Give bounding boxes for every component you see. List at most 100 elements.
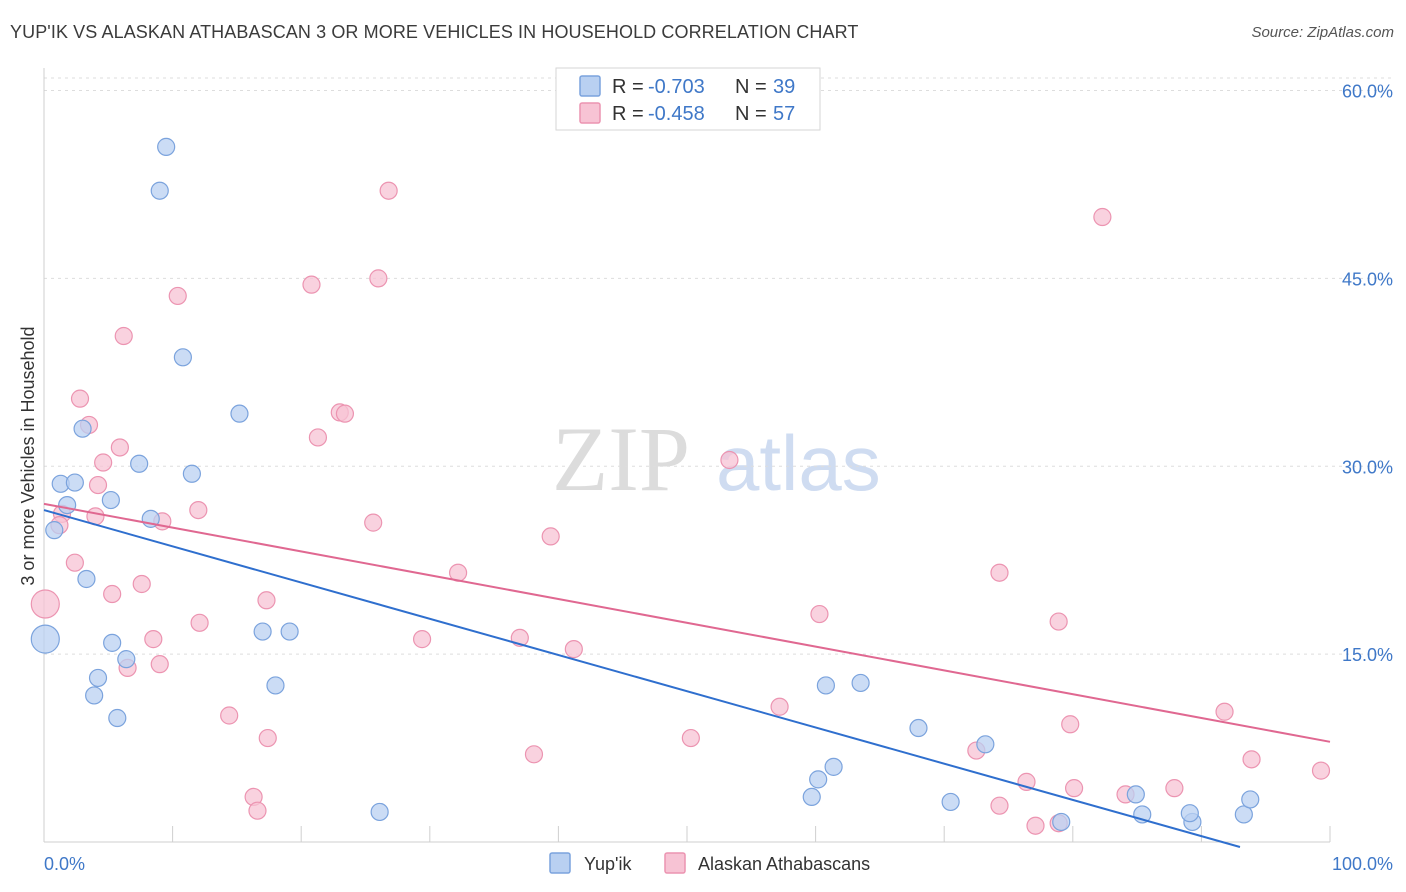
legend-n-value-athabascan: 57 xyxy=(773,103,795,125)
athabascan-point-35 xyxy=(564,640,583,659)
athabascan-point-52 xyxy=(1165,779,1184,798)
yupik-point-36 xyxy=(1241,790,1260,809)
x-tick-label-1: 100.0% xyxy=(1332,854,1393,874)
athabascan-point-15 xyxy=(189,500,208,520)
athabascan-point-25 xyxy=(132,574,151,594)
yupik-point-24 xyxy=(851,673,870,693)
trendline-yupik xyxy=(43,509,1241,848)
yupik-point-35 xyxy=(1234,805,1253,824)
athabascan-point-4 xyxy=(168,286,187,306)
athabascan-point-43 xyxy=(681,728,700,748)
athabascan-point-1 xyxy=(1093,207,1112,227)
athabascan-point-6 xyxy=(70,389,90,408)
yupik-point-16 xyxy=(117,650,136,669)
athabascan-point-31 xyxy=(1049,612,1068,631)
athabascan-point-50 xyxy=(1064,779,1084,798)
yupik-point-4 xyxy=(73,419,92,438)
legend-top: R = -0.703 N = 39 R = -0.458 N = 57 xyxy=(555,67,821,131)
yupik-point-6 xyxy=(182,464,201,483)
athabascan-point-10 xyxy=(308,428,328,447)
athabascan-point-26 xyxy=(103,584,122,604)
yupik-point-10 xyxy=(58,495,77,515)
legend-bottom: Yup'ik Alaskan Athabascans xyxy=(549,852,870,874)
athabascan-point-42 xyxy=(258,728,277,748)
athabascan-point-3 xyxy=(369,269,388,288)
athabascan-point-19 xyxy=(364,513,383,532)
athabascan-point-5 xyxy=(114,326,133,346)
axes xyxy=(43,68,1331,843)
x-tick-label-0: 0.0% xyxy=(44,854,85,874)
athabascan-point-46 xyxy=(1242,750,1261,769)
yupik-point-3 xyxy=(230,404,249,423)
athabascan-point-37 xyxy=(150,655,169,674)
legend-swatch-yupik xyxy=(579,75,601,97)
athabascan-point-12 xyxy=(94,453,113,472)
yupik-point-15 xyxy=(103,633,122,652)
athabascan-point-27 xyxy=(30,589,60,619)
source-credit: Source: ZipAtlas.com xyxy=(1251,24,1394,41)
watermark-zip: ZIP xyxy=(552,408,690,510)
athabascan-point-11 xyxy=(110,438,129,457)
yupik-point-23 xyxy=(816,676,835,695)
trendline-athabascan xyxy=(43,502,1331,743)
legend-r-value-yupik: -0.703 xyxy=(648,76,705,98)
legend-r-value-athabascan: -0.458 xyxy=(648,103,705,125)
yupik-point-19 xyxy=(88,668,108,688)
yupik-point-26 xyxy=(976,735,995,754)
athabascan-point-29 xyxy=(810,604,829,624)
athabascan-point-32 xyxy=(144,630,163,649)
yupik-point-9 xyxy=(101,490,120,510)
athabascan-point-30 xyxy=(190,613,209,632)
yupik-point-14 xyxy=(30,624,60,654)
bottom-legend-swatch-athabascan xyxy=(664,852,686,874)
yupik-point-20 xyxy=(266,676,285,695)
yupik-point-29 xyxy=(802,787,821,807)
athabascan-point-33 xyxy=(412,630,432,649)
y-tick-labels: 15.0% 30.0% 45.0% 60.0% xyxy=(1342,82,1393,666)
yupik-point-28 xyxy=(809,770,828,789)
yupik-point-18 xyxy=(280,622,299,641)
yupik-point-1 xyxy=(150,181,169,200)
x-tick-labels: 0.0% 100.0% xyxy=(44,854,1393,874)
y-axis-title: 3 or more Vehicles in Household xyxy=(18,326,38,585)
yupik-point-5 xyxy=(130,454,149,473)
athabascan-point-44 xyxy=(524,745,544,764)
y-tick-label-3: 60.0% xyxy=(1342,82,1393,102)
athabascan-point-21 xyxy=(541,527,560,546)
yupik-point-22 xyxy=(108,708,127,728)
series-alaskan-athabascans-points xyxy=(30,181,1331,835)
yupik-point-8 xyxy=(65,473,84,492)
bottom-legend-label-athabascan: Alaskan Athabascans xyxy=(698,854,870,874)
athabascan-point-0 xyxy=(379,181,398,200)
athabascan-point-24 xyxy=(990,563,1009,582)
watermark-atlas: atlas xyxy=(716,419,881,507)
y-tick-label-2: 45.0% xyxy=(1342,269,1393,289)
yupik-point-21 xyxy=(85,686,104,705)
yupik-point-27 xyxy=(824,757,843,776)
yupik-point-31 xyxy=(370,802,389,822)
athabascan-point-53 xyxy=(248,801,267,820)
yupik-point-30 xyxy=(941,792,960,812)
legend-swatch-athabascan xyxy=(579,102,601,124)
athabascan-point-14 xyxy=(88,475,108,495)
athabascan-point-2 xyxy=(302,275,321,294)
bottom-legend-label-yupik: Yup'ik xyxy=(584,854,632,874)
athabascan-point-39 xyxy=(220,706,239,725)
trendlines xyxy=(43,502,1331,848)
chart-title: YUP'IK VS ALASKAN ATHABASCAN 3 OR MORE V… xyxy=(10,22,859,42)
yupik-point-32 xyxy=(1052,812,1071,832)
legend-r-label-yupik: R = xyxy=(612,76,649,98)
athabascan-point-41 xyxy=(1061,715,1080,734)
yupik-point-38 xyxy=(1180,804,1199,823)
athabascan-point-54 xyxy=(990,796,1009,815)
athabascan-point-40 xyxy=(1215,702,1234,721)
legend-n-label-yupik: N = xyxy=(735,76,772,98)
legend-r-label-athabascan: R = xyxy=(612,103,649,125)
athabascan-point-28 xyxy=(257,591,276,610)
athabascan-point-47 xyxy=(1311,761,1331,780)
yupik-point-0 xyxy=(157,137,176,156)
athabascan-point-22 xyxy=(65,553,84,572)
yupik-point-25 xyxy=(909,718,928,738)
athabascan-point-55 xyxy=(1026,816,1045,835)
